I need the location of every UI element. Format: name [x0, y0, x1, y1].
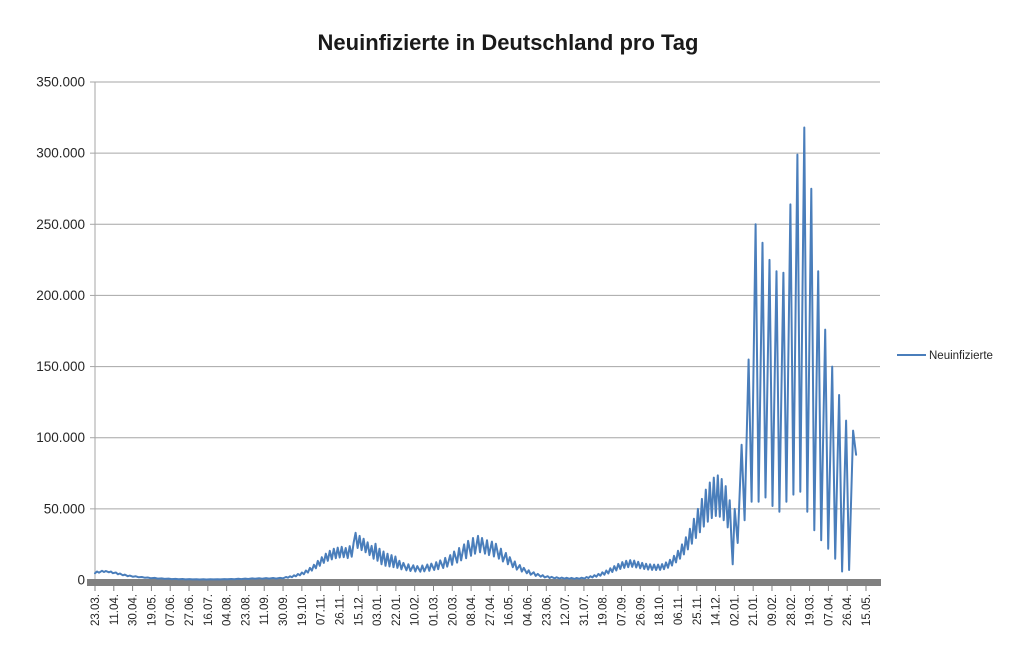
x-axis-label: 04.06. [523, 594, 535, 626]
legend: Neuinfizierte [897, 350, 993, 362]
x-axis-label: 06.11. [673, 594, 685, 625]
y-axis-label: 100.000 [36, 430, 85, 445]
x-axis-label: 23.06. [541, 594, 553, 626]
x-axis-label: 19.03. [805, 594, 817, 626]
x-axis-label: 07.09. [617, 594, 629, 626]
x-axis-label: 27.06. [184, 594, 196, 626]
x-axis-bar [87, 579, 881, 586]
x-axis-label: 15.05. [861, 594, 873, 626]
x-axis-label: 30.09. [278, 594, 290, 626]
series-neuinfizierte [94, 126, 858, 581]
x-axis-label: 14.12. [711, 594, 723, 626]
x-axis-label: 26.09. [635, 594, 647, 626]
x-axis-label: 11.04. [109, 594, 121, 625]
y-axis-label: 250.000 [36, 217, 85, 232]
x-axis-label: 16.07. [203, 594, 215, 626]
gridlines [95, 81, 880, 510]
chart-title: Neuinfizierte in Deutschland pro Tag [318, 30, 699, 55]
x-axis-label: 08.04. [466, 594, 478, 626]
x-axis-label: 04.08. [222, 594, 234, 626]
x-axis-label: 19.08. [598, 594, 610, 626]
y-axis-label: 350.000 [36, 75, 85, 90]
y-axis-label: 0 [77, 573, 85, 588]
y-axis-label: 300.000 [36, 146, 85, 161]
x-axis-label: 09.02. [767, 594, 779, 626]
x-axis-label: 19.05. [146, 594, 158, 626]
x-axis-label: 18.10. [654, 594, 666, 626]
x-axis-label: 27.04. [485, 594, 497, 626]
x-axis-label: 21.01. [748, 594, 760, 626]
x-axis-label: 26.04. [842, 594, 854, 626]
y-axis-label: 200.000 [36, 288, 85, 303]
x-axis-label: 28.02. [786, 594, 798, 626]
y-axis-label: 150.000 [36, 359, 85, 374]
x-axis-label: 30.04. [128, 594, 140, 626]
x-axis: 23.03. 11.04. 30.04. 19.05. 07.06. 27.06. 16.0… [87, 579, 881, 626]
x-axis-label: 02.01. [729, 594, 741, 626]
legend-label: Neuinfizierte [929, 350, 993, 362]
y-axis-label: 50.000 [44, 501, 85, 516]
x-axis-label: 23.08. [240, 594, 252, 626]
x-axis-label: 26.11. [334, 594, 346, 625]
x-axis-label: 12.07. [560, 594, 572, 626]
x-axis-label: 11.09. [259, 594, 271, 625]
x-axis-label: 16.05. [504, 594, 516, 626]
x-axis-label: 07.04. [823, 594, 835, 626]
x-axis-label: 31.07. [579, 594, 591, 626]
x-axis-label: 01.03. [428, 594, 440, 626]
y-axis: 0 50.000 100.000 150.000 200.000 250.000 300.0… [36, 75, 96, 588]
x-axis-label: 10.02. [410, 594, 422, 626]
series-line [94, 126, 858, 581]
x-axis-label: 03.01. [372, 594, 384, 626]
x-axis-label: 23.03. [90, 594, 102, 626]
x-axis-label: 25.11. [692, 594, 704, 625]
x-axis-label: 15.12. [353, 594, 365, 626]
x-axis-label: 07.06. [165, 594, 177, 626]
x-axis-label: 22.01. [391, 594, 403, 626]
x-axis-label: 20.03. [447, 594, 459, 626]
x-axis-label: 19.10. [297, 594, 309, 626]
x-axis-label: 07.11. [316, 594, 328, 625]
